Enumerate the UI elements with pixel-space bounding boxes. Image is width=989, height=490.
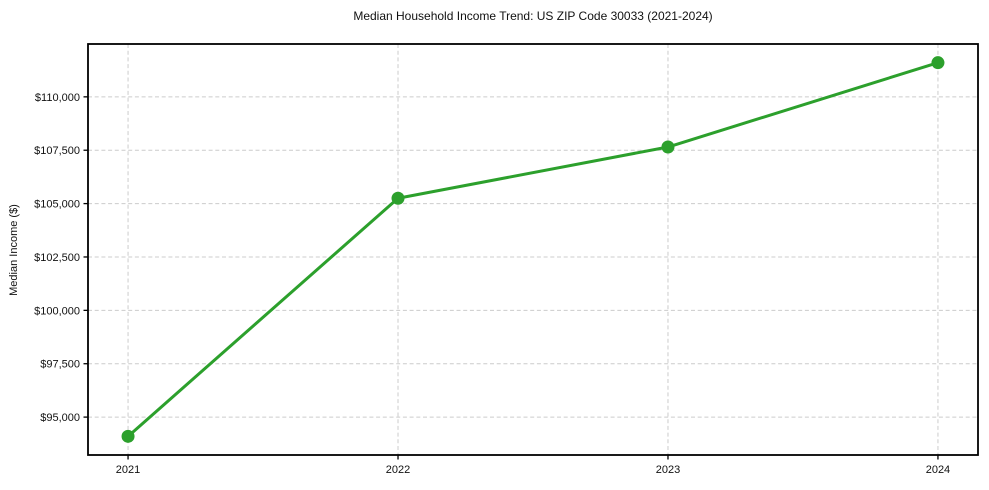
y-tick-label: $102,500 xyxy=(34,252,80,264)
data-point xyxy=(661,140,675,154)
x-tick-label: 2022 xyxy=(386,464,410,476)
y-tick-label: $100,000 xyxy=(34,305,80,317)
x-tick-label: 2024 xyxy=(926,464,950,476)
plot-border xyxy=(87,43,979,456)
y-tick-label: $105,000 xyxy=(34,199,80,211)
y-tick-label: $95,000 xyxy=(40,412,80,424)
data-point xyxy=(391,191,405,205)
y-tick-label: $97,500 xyxy=(40,359,80,371)
data-point xyxy=(121,429,135,443)
x-tick-label: 2023 xyxy=(656,464,680,476)
y-tick-label: $110,000 xyxy=(35,92,80,104)
chart-title: Median Household Income Trend: US ZIP Co… xyxy=(353,9,713,23)
trend-line xyxy=(126,61,940,438)
data-point xyxy=(931,56,945,70)
y-tick-label: $107,500 xyxy=(34,145,80,157)
x-tick-label: 2021 xyxy=(116,464,140,476)
